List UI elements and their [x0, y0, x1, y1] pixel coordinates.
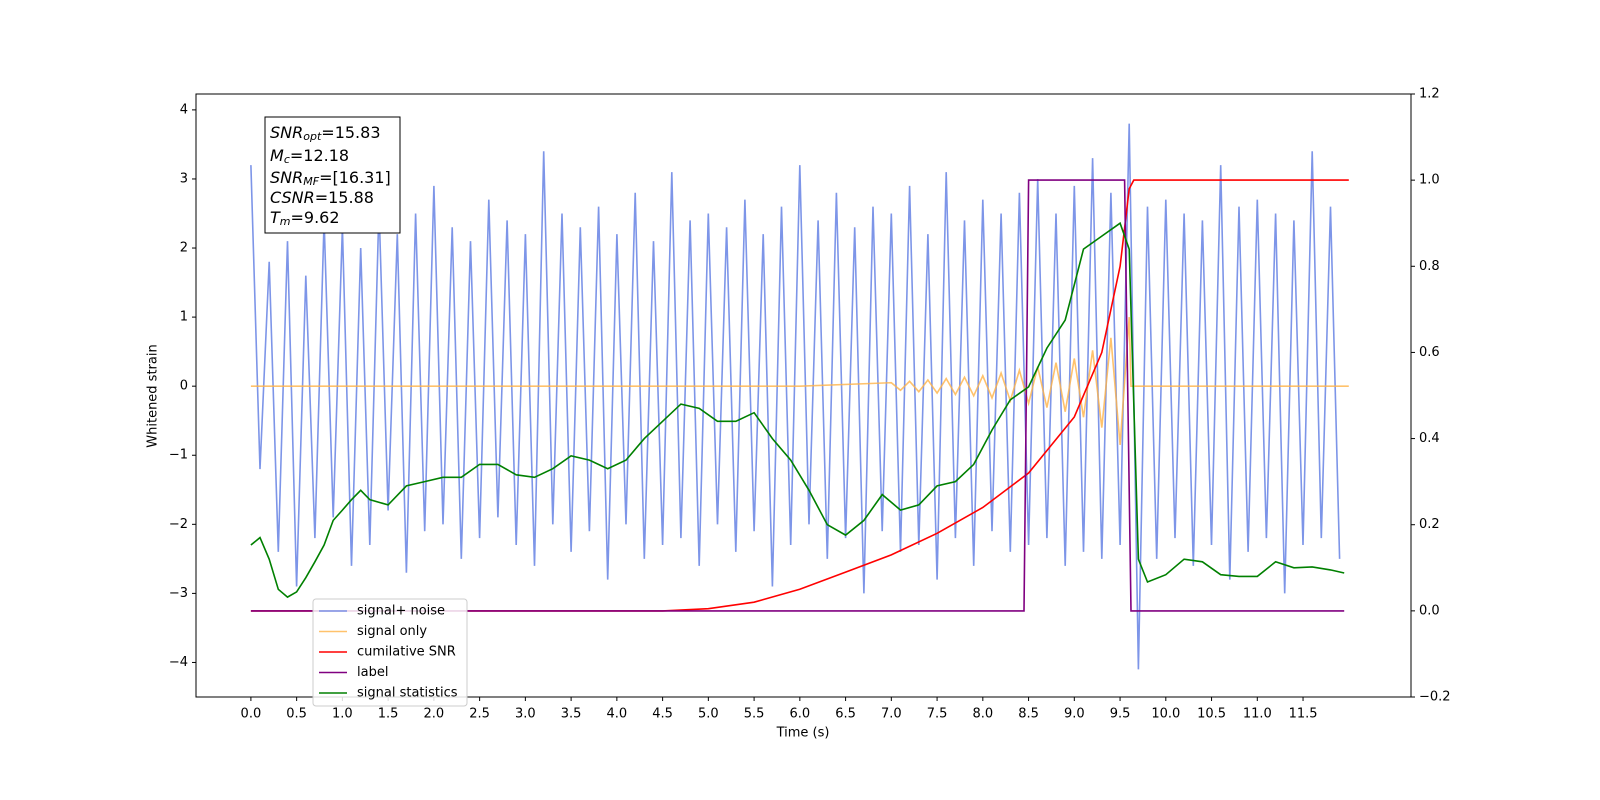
y2-tick-label: 0.8 [1419, 259, 1440, 274]
y-tick-label: 3 [180, 171, 188, 186]
y2-tick-label: 0.6 [1419, 345, 1440, 360]
annotation-value: =[16.31] [319, 168, 391, 187]
legend-label: signal only [357, 624, 427, 639]
series-line [250, 317, 1349, 445]
annotation-symbol: SNR [270, 123, 303, 142]
y2-tick-label: 0.4 [1419, 431, 1440, 446]
annotation-symbol: M [270, 146, 284, 165]
y-tick-label: 1 [180, 310, 188, 325]
legend-box [312, 598, 468, 707]
legend-label: cumilative SNR [357, 645, 456, 660]
y-tick-label: −2 [169, 517, 188, 532]
annotation-value: =15.88 [315, 188, 374, 207]
annotation-symbol: CSNR [270, 188, 315, 207]
y-tick-label: −4 [169, 655, 188, 670]
annotation-subscript: c [284, 153, 290, 166]
annotation-subscript: m [280, 215, 291, 228]
x-tick-label: 6.0 [789, 707, 810, 722]
x-tick-label: 1.5 [378, 707, 399, 722]
y-tick-label: −3 [169, 586, 188, 601]
y-tick-label: 2 [180, 241, 188, 256]
x-tick-label: 8.0 [972, 707, 993, 722]
x-tick-label: 10.0 [1151, 707, 1180, 722]
series-line [250, 221, 1345, 599]
annotation-line: Mc=12.18 [270, 146, 349, 167]
y-tick-label: 0 [180, 379, 188, 394]
annotation-value: =12.18 [290, 146, 349, 165]
annotation-symbol: SNR [270, 168, 303, 187]
x-tick-label: 7.0 [881, 707, 902, 722]
x-tick-label: 6.5 [835, 707, 856, 722]
series-line [250, 123, 1341, 670]
y-axis-label: Whitened strain [146, 344, 161, 447]
annotation-box [264, 116, 401, 234]
annotation-line: CSNR=15.88 [270, 188, 374, 207]
x-tick-label: 4.0 [607, 707, 628, 722]
annotation-subscript: opt [303, 130, 322, 143]
annotation-line: SNRopt=15.83 [270, 123, 381, 144]
x-tick-label: 3.5 [561, 707, 582, 722]
x-tick-label: 9.5 [1110, 707, 1131, 722]
x-tick-label: 2.5 [469, 707, 490, 722]
x-tick-label: 5.0 [698, 707, 719, 722]
x-tick-label: 0.5 [286, 707, 307, 722]
y-tick-label: −1 [169, 448, 188, 463]
annotation-subscript: MF [303, 175, 319, 188]
legend-label: label [357, 665, 388, 680]
y2-tick-label: 1.2 [1419, 87, 1440, 102]
x-tick-label: 11.5 [1289, 707, 1318, 722]
y2-tick-label: 1.0 [1419, 173, 1440, 188]
y2-tick-label: 0.2 [1419, 517, 1440, 532]
x-tick-label: 5.5 [744, 707, 765, 722]
legend-label: signal statistics [357, 686, 458, 701]
y2-tick-label: 0.0 [1419, 603, 1440, 618]
x-axis-label: Time (s) [776, 726, 830, 741]
annotation-symbol: T [270, 208, 281, 227]
x-tick-label: 2.0 [424, 707, 445, 722]
x-tick-label: 4.5 [652, 707, 673, 722]
y2-tick-label: −0.2 [1419, 690, 1451, 705]
plot-frame [195, 93, 1412, 698]
legend-label: signal+ noise [357, 604, 445, 619]
y-tick-label: 4 [180, 102, 188, 117]
annotation-line: Tm=9.62 [270, 208, 340, 229]
x-tick-label: 8.5 [1018, 707, 1039, 722]
x-tick-label: 9.0 [1064, 707, 1085, 722]
x-tick-label: 1.0 [332, 707, 353, 722]
x-tick-label: 10.5 [1197, 707, 1226, 722]
x-tick-label: 0.0 [241, 707, 262, 722]
annotation-line: SNRMF=[16.31] [270, 168, 391, 189]
x-tick-label: 7.5 [927, 707, 948, 722]
series-line [250, 179, 1345, 612]
annotation-value: =9.62 [291, 208, 340, 227]
x-tick-label: 11.0 [1243, 707, 1272, 722]
annotation-value: =15.83 [321, 123, 380, 142]
x-tick-label: 3.0 [515, 707, 536, 722]
